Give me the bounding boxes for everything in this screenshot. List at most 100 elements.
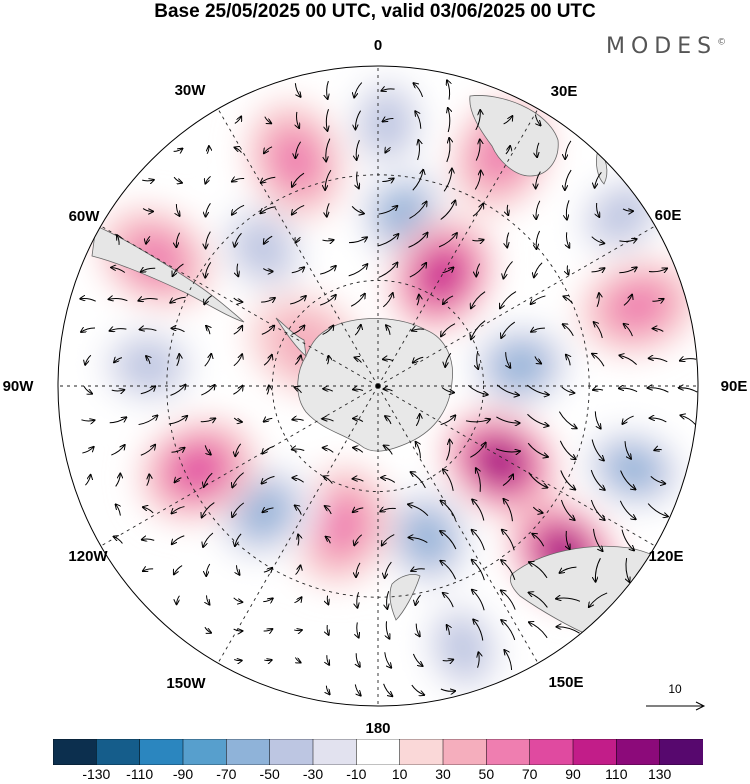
wind-arrow	[478, 652, 480, 668]
wind-arrow	[205, 176, 211, 183]
wind-arrow	[143, 507, 154, 514]
wind-arrow	[441, 387, 454, 392]
wind-arrow	[353, 479, 364, 481]
wind-arrow	[326, 685, 329, 695]
wind-arrow	[440, 689, 455, 691]
wind-arrow	[173, 176, 182, 183]
wind-arrow	[413, 356, 424, 363]
longitude-label: 150E	[548, 674, 583, 691]
colorbar-swatch	[572, 739, 618, 765]
wind-arrow	[264, 418, 273, 421]
wind-arrow	[142, 208, 153, 212]
wind-arrow	[294, 387, 302, 394]
wind-arrow	[386, 325, 390, 335]
wind-arrow	[232, 178, 245, 181]
wind-arrow	[418, 140, 420, 161]
wind-arrow	[353, 418, 364, 422]
wind-arrow	[264, 235, 273, 244]
wind-arrow	[322, 240, 333, 241]
wind-arrow	[471, 291, 486, 309]
reference-vector-label: 10	[668, 682, 682, 696]
wind-arrow	[203, 532, 214, 547]
wind-arrow	[291, 326, 305, 335]
reference-arrow-icon	[646, 701, 706, 711]
meridian-line	[377, 385, 539, 664]
wind-arrow	[177, 595, 180, 605]
wind-arrow	[322, 419, 334, 421]
colorbar-swatch	[226, 739, 271, 765]
colorbar-swatch	[182, 739, 228, 765]
wind-arrow	[297, 111, 300, 128]
wind-arrow	[595, 171, 602, 187]
wind-arrow	[650, 418, 667, 423]
wind-arrow	[357, 592, 359, 607]
wind-arrow	[472, 590, 485, 611]
wind-arrow	[567, 265, 568, 274]
wind-arrow	[446, 138, 450, 163]
wind-arrow	[115, 474, 121, 487]
wind-arrow	[262, 268, 272, 272]
wind-arrow	[206, 326, 210, 335]
wind-arrow	[472, 204, 483, 217]
wind-arrow	[528, 472, 548, 487]
wind-arrow	[591, 236, 605, 244]
wind-arrow	[298, 534, 299, 546]
wind-arrow	[261, 176, 276, 183]
wind-arrow	[382, 534, 395, 546]
wind-arrow	[295, 505, 302, 515]
wind-arrow	[327, 203, 330, 216]
wind-arrow	[204, 626, 211, 633]
wind-arrow	[295, 141, 302, 158]
wind-arrow	[446, 440, 449, 461]
wind-arrow	[527, 442, 548, 457]
wind-arrow	[233, 386, 242, 395]
longitude-label: 60W	[69, 208, 101, 225]
wind-arrow	[648, 268, 667, 271]
wind-arrow	[440, 415, 456, 426]
wind-arrow	[465, 419, 490, 422]
wind-arrow	[111, 390, 124, 391]
wind-arrow	[442, 267, 454, 274]
wind-arrow	[83, 385, 92, 393]
wind-arrow	[476, 468, 481, 492]
wind-arrow	[233, 629, 243, 631]
wind-arrow	[619, 388, 638, 393]
wind-arrow	[236, 565, 239, 575]
wind-arrow	[408, 233, 427, 248]
longitude-label: 60E	[655, 207, 682, 224]
wind-arrow	[381, 89, 395, 91]
wind-arrow	[353, 389, 364, 390]
wind-arrow	[411, 569, 425, 571]
wind-arrow	[261, 326, 274, 335]
wind-arrow	[109, 299, 128, 301]
wind-arrow	[207, 595, 210, 604]
wind-arrow	[170, 385, 185, 396]
anomaly-contour	[610, 283, 666, 330]
wind-arrow	[378, 206, 398, 215]
longitude-label: 90W	[3, 378, 35, 395]
wind-arrow	[534, 356, 541, 363]
colorbar-tick-label: -50	[259, 766, 280, 782]
colorbar-swatch	[53, 739, 98, 765]
antarctica	[297, 318, 453, 452]
wind-arrow	[232, 204, 245, 214]
wind-arrow	[507, 204, 508, 215]
wind-arrow	[594, 322, 603, 339]
wind-arrow	[560, 566, 577, 573]
wind-arrow	[233, 597, 243, 602]
wind-arrow	[500, 291, 517, 309]
wind-arrow	[413, 83, 424, 98]
meridian-line	[100, 225, 379, 387]
wind-arrow	[82, 447, 93, 454]
wind-arrow	[412, 329, 425, 331]
wind-arrow	[592, 354, 605, 367]
wind-arrow	[556, 627, 580, 634]
wind-arrow	[411, 684, 424, 695]
wind-arrow	[384, 446, 393, 455]
wind-arrow	[171, 448, 184, 453]
wind-arrow	[232, 472, 244, 488]
wind-arrow	[680, 415, 696, 426]
wind-arrow	[174, 565, 183, 575]
wind-arrow	[591, 268, 605, 272]
longitude-label: 120E	[648, 548, 683, 565]
